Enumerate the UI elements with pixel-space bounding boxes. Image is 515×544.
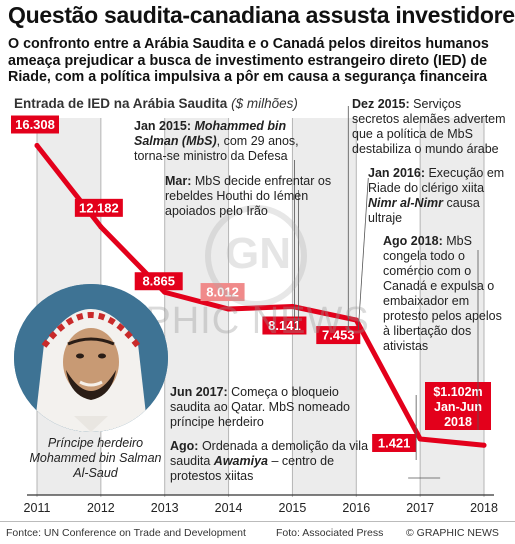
x-tick-label: 2015 [279, 501, 307, 515]
fdi-series-line [34, 142, 487, 448]
x-tick-label: 2011 [24, 501, 51, 515]
value-label-text: Jan-Jun [434, 400, 482, 414]
value-label-text: 8.865 [142, 274, 175, 289]
x-tick-label: 2018 [470, 501, 498, 515]
value-label-box [11, 115, 59, 134]
value-label-text: 7.453 [322, 328, 355, 343]
data-point [98, 224, 104, 230]
subtitle-line-3: Riade, com a política impulsiva a pôr em… [8, 69, 488, 85]
value-label-box [316, 326, 361, 345]
value-label-box [74, 198, 123, 217]
copyright: © GRAPHIC NEWS [406, 527, 499, 539]
value-label-box [372, 433, 417, 452]
photo-caption: Príncipe herdeiro Mohammed bin Salman Al… [29, 436, 162, 480]
footer: Fontce: UN Conference on Trade and Devel… [0, 521, 515, 544]
data-point [162, 289, 168, 295]
annotation-jun-2017: Jun 2017: Começa o bloqueio saudita ao Q… [170, 385, 350, 429]
data-point [417, 436, 423, 442]
data-point [289, 304, 295, 310]
annotation-aug-2018: Ago 2018: MbS congela todo o comércio co… [383, 234, 502, 353]
subtitle-line-2: ameaça prejudicar a busca de investiment… [8, 52, 488, 69]
value-label-text: 8.141 [268, 318, 301, 333]
x-tick-label: 2013 [151, 501, 179, 515]
value-label-text: 2018 [444, 415, 472, 429]
annotation-jan-2016: Jan 2016: Execução em Riade do clérigo x… [368, 166, 505, 225]
data-point [481, 442, 487, 448]
value-label: 8.141 [262, 316, 307, 335]
x-tick-label: 2014 [215, 501, 243, 515]
value-label: 8.865 [134, 272, 183, 291]
annotation-jan-2015: Jan 2015: Mohammed bin Salman (MbS), com… [134, 119, 299, 163]
subtitle-line-1: O confronto entre a Arábia Saudita e o C… [8, 36, 489, 52]
value-label: 1.421 [372, 433, 417, 452]
annotation-mar: Mar: MbS decide enfrentar os rebeldes Ho… [165, 174, 332, 218]
page-title: Questão saudita-canadiana assusta invest… [8, 2, 515, 28]
data-point [353, 317, 359, 323]
annotation-aug: Ago: Ordenada a demolição da vila saudit… [170, 439, 369, 483]
x-tick-label: 2016 [342, 501, 370, 515]
annotation-leader [357, 177, 369, 331]
value-label-text: $1.102m [433, 385, 482, 399]
subtitle: O confronto entre a Arábia Saudita e o C… [8, 36, 508, 86]
x-tick-label: 2012 [87, 501, 115, 515]
source-credit: Fontce: UN Conference on Trade and Devel… [6, 527, 246, 539]
x-tick-label: 2017 [406, 501, 434, 515]
value-label-text: 16.308 [15, 117, 55, 132]
chart-unit: ($ milhões) [231, 96, 298, 111]
value-label-box [134, 272, 183, 291]
watermark-logo: GN [205, 205, 307, 307]
value-label-text: 12.182 [79, 200, 119, 215]
value-label-box [262, 316, 307, 335]
photo-credit: Foto: Associated Press [276, 527, 384, 539]
data-point [226, 306, 232, 312]
year-band [420, 118, 484, 495]
chart-title: Entrada de IED na Arábia Saudita ($ milh… [14, 96, 298, 111]
value-label: 16.308 [11, 115, 59, 134]
annotation-dec-2015: Dez 2015: Serviços secretos alemães adve… [352, 97, 506, 156]
value-label-box [425, 382, 491, 430]
data-point [34, 142, 40, 148]
value-label: 7.453 [316, 326, 361, 345]
fdi-line-chart: 2011 2012 2013 2014 2015 2016 2017 2018 16.308 1… [11, 106, 498, 515]
crown-prince-photo [14, 284, 168, 432]
value-label-text: 1.421 [378, 435, 411, 450]
value-label: 12.182 [74, 198, 123, 217]
